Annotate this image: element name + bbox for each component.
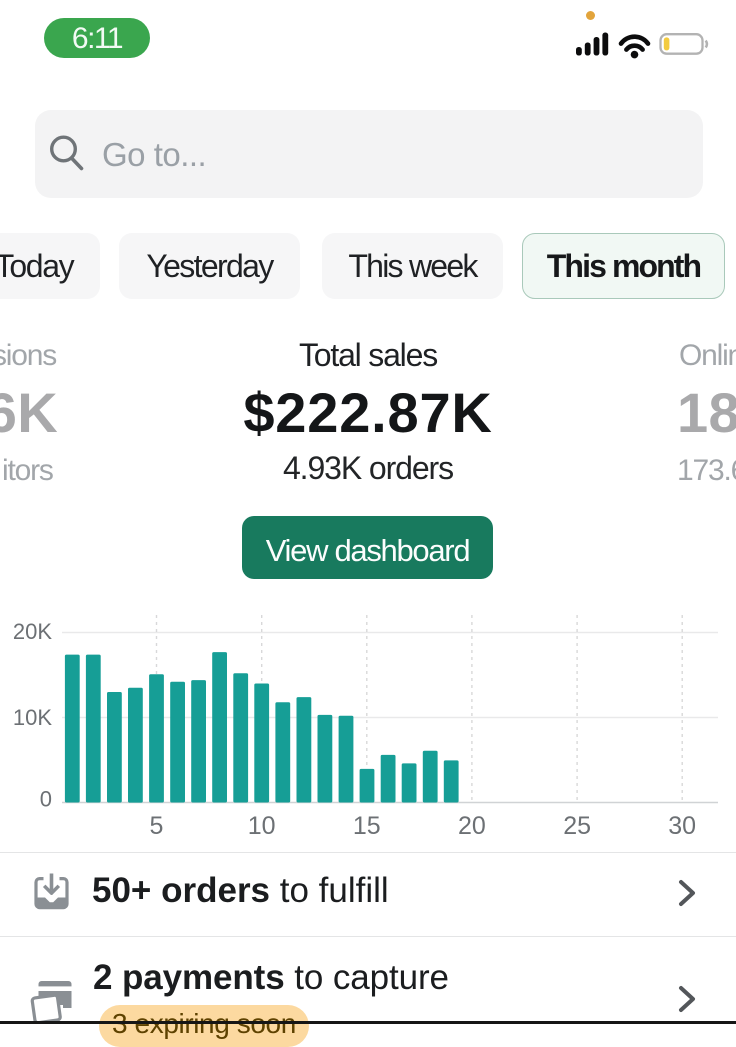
svg-text:10: 10 [248, 812, 276, 840]
svg-text:15: 15 [353, 812, 381, 840]
svg-text:20: 20 [458, 812, 486, 840]
svg-text:20K: 20K [13, 619, 52, 644]
svg-text:0: 0 [40, 787, 52, 812]
svg-text:10K: 10K [13, 705, 52, 730]
svg-text:5: 5 [150, 812, 164, 840]
svg-text:25: 25 [563, 812, 591, 840]
svg-text:30: 30 [668, 812, 696, 840]
